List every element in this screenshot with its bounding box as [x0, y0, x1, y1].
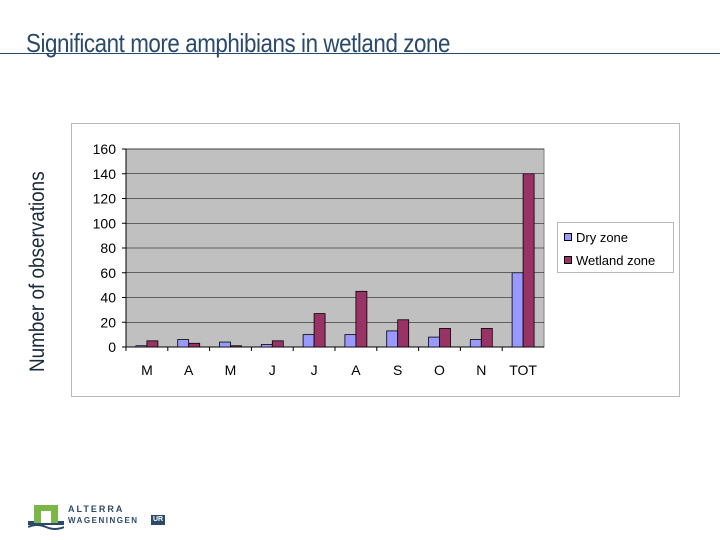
- y-tick-label: 60: [100, 265, 116, 281]
- y-tick-label: 120: [93, 191, 117, 207]
- bar-wetland-zone: [313, 313, 326, 348]
- y-tick-label: 100: [93, 215, 117, 231]
- bar-wetland-zone: [397, 319, 410, 348]
- bar-wetland-zone: [439, 328, 451, 348]
- bar-wetland-zone: [480, 328, 493, 348]
- bar-dry-zone: [344, 334, 357, 348]
- bar-wetland-zone: [271, 340, 284, 348]
- x-tick-label: M: [225, 362, 237, 378]
- logo-text-alterra: ALTERRA: [68, 504, 125, 514]
- bar-wetland-zone: [355, 290, 368, 348]
- x-tick-label: N: [476, 362, 486, 378]
- y-tick-label: 140: [93, 166, 117, 182]
- bar-dry-zone: [511, 272, 524, 348]
- x-tick-label: S: [393, 362, 402, 378]
- y-tick-label: 0: [108, 339, 116, 355]
- x-tick-label: O: [434, 362, 445, 378]
- y-tick-label: 40: [100, 290, 116, 306]
- bar-wetland-zone: [146, 340, 159, 348]
- bar-dry-zone: [469, 339, 482, 348]
- logo-text-wageningen: WAGENINGEN: [68, 516, 139, 525]
- title-divider: [0, 53, 720, 54]
- bar-dry-zone: [260, 344, 273, 348]
- alterra-logo-icon: [28, 505, 64, 530]
- bar-dry-zone: [386, 330, 399, 348]
- chart-legend: Dry zone Wetland zone: [557, 222, 674, 273]
- x-tick-label: TOT: [509, 362, 537, 378]
- bar-dry-zone: [219, 341, 231, 348]
- legend-item-wetland-zone: Wetland zone: [564, 252, 655, 268]
- legend-item-dry-zone: Dry zone: [564, 229, 628, 245]
- bar-dry-zone: [428, 336, 440, 348]
- y-tick-label: 80: [100, 240, 116, 256]
- x-tick-label: J: [269, 362, 276, 378]
- y-tick-label: 160: [93, 141, 117, 157]
- legend-swatch-dry-zone: [564, 233, 572, 241]
- bar-dry-zone: [177, 339, 190, 348]
- legend-label-dry-zone: Dry zone: [576, 229, 629, 245]
- x-tick-label: A: [184, 362, 194, 378]
- bar-dry-zone: [302, 334, 315, 348]
- y-tick-label: 20: [100, 314, 116, 330]
- bar-dry-zone: [135, 345, 148, 348]
- x-tick-label: A: [351, 362, 361, 378]
- x-tick-label: J: [311, 362, 318, 378]
- legend-swatch-wetland-zone: [564, 256, 572, 264]
- legend-label-wetland-zone: Wetland zone: [576, 252, 656, 268]
- bar-wetland-zone: [230, 345, 242, 348]
- bar-wetland-zone: [522, 173, 535, 348]
- logo-badge-ur: UR: [151, 515, 166, 525]
- x-tick-label: M: [141, 362, 153, 378]
- bar-wetland-zone: [188, 342, 201, 348]
